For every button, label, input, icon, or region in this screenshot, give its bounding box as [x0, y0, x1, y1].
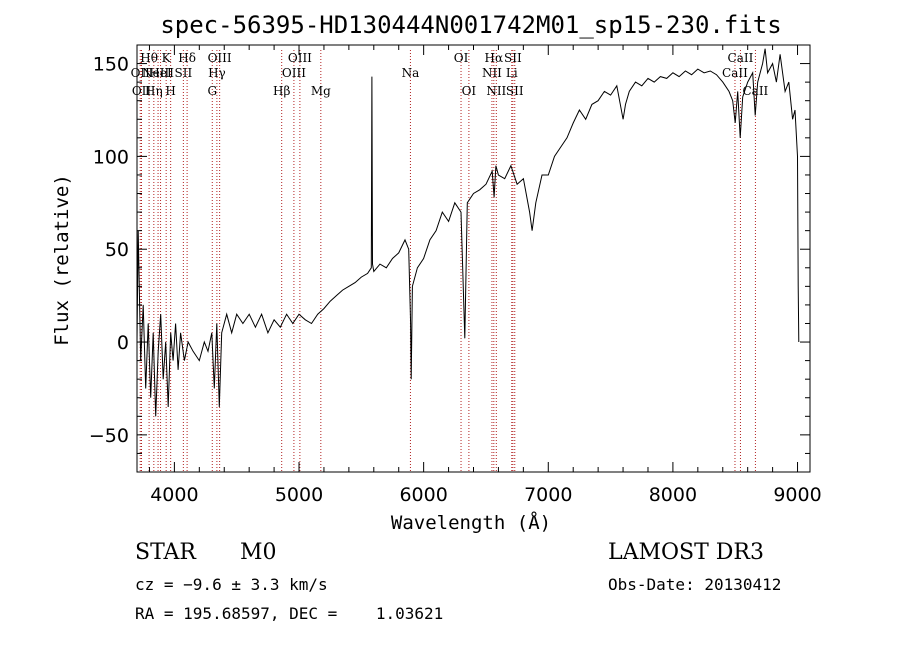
line-marker-label: SII — [504, 51, 522, 65]
x-axis-label: Wavelength (Å) — [391, 511, 551, 534]
x-tick-label: 4000 — [150, 484, 198, 506]
chart-title: spec-56395-HD130444N001742M01_sp15-230.f… — [160, 11, 781, 39]
x-axis-ticks: 4000 5000 6000 7000 8000 9000 — [148, 45, 822, 506]
y-tick-label: 100 — [93, 146, 129, 168]
y-tick-label: −50 — [89, 425, 129, 447]
x-tick-label: 6000 — [399, 484, 447, 506]
y-axis-label: Flux (relative) — [51, 174, 73, 346]
line-marker-label: Hβ — [273, 84, 290, 98]
line-marker-label: CaII — [742, 84, 768, 98]
line-marker-label: NII — [486, 84, 506, 98]
line-marker-label: OIII — [288, 51, 312, 65]
line-marker-label: OI — [462, 84, 477, 98]
line-marker-label: Hα — [485, 51, 504, 65]
line-marker-label: SII — [175, 66, 193, 80]
line-marker-labels: OIIOIIHθHηNeIIIHeIKHSIIHδGHγOIIIHβOIIIOI… — [131, 51, 769, 98]
x-tick-label: 8000 — [649, 484, 697, 506]
line-marker-label: OIII — [282, 66, 306, 80]
line-marker-label: CaII — [728, 51, 754, 65]
line-marker-label: NeIII — [142, 66, 174, 80]
redshift-velocity: cz = −9.6 ± 3.3 km/s — [135, 575, 328, 594]
line-marker-label: Na — [402, 66, 420, 80]
line-marker-label: NII — [482, 66, 502, 80]
survey-name: LAMOST DR3 — [608, 540, 764, 565]
object-subclass: M0 — [240, 540, 277, 565]
line-marker-label: Hη — [145, 84, 163, 98]
spectrum-line — [136, 48, 800, 417]
line-marker-label: Li — [506, 66, 518, 80]
coordinates: RA = 195.68597, DEC = 1.03621 — [135, 604, 444, 623]
obs-date: Obs-Date: 20130412 — [608, 575, 782, 594]
x-tick-label: 7000 — [524, 484, 572, 506]
x-tick-label: 9000 — [773, 484, 821, 506]
line-marker-label: HeI — [149, 66, 172, 80]
line-marker-label: H — [165, 84, 175, 98]
y-tick-label: 150 — [93, 54, 129, 76]
line-marker-label: Hγ — [208, 66, 226, 80]
line-marker-label: OIII — [208, 51, 232, 65]
line-marker-label: CaII — [722, 66, 748, 80]
y-tick-label: 0 — [117, 332, 129, 354]
line-marker-label: G — [207, 84, 217, 98]
x-tick-label: 5000 — [275, 484, 323, 506]
y-axis-ticks: −50 0 50 100 150 — [89, 44, 810, 473]
object-class: STAR — [135, 540, 196, 565]
line-marker-label: OII — [131, 66, 151, 80]
line-marker-label: K — [162, 51, 172, 65]
y-tick-label: 50 — [105, 239, 129, 261]
line-markers — [139, 50, 756, 472]
plot-frame — [136, 44, 811, 473]
line-marker-label: Mg — [311, 84, 331, 98]
line-marker-label: Hδ — [178, 51, 196, 65]
line-marker-label: Hθ — [140, 51, 158, 65]
line-marker-label: OI — [454, 51, 469, 65]
line-marker-label: SII — [506, 84, 524, 98]
